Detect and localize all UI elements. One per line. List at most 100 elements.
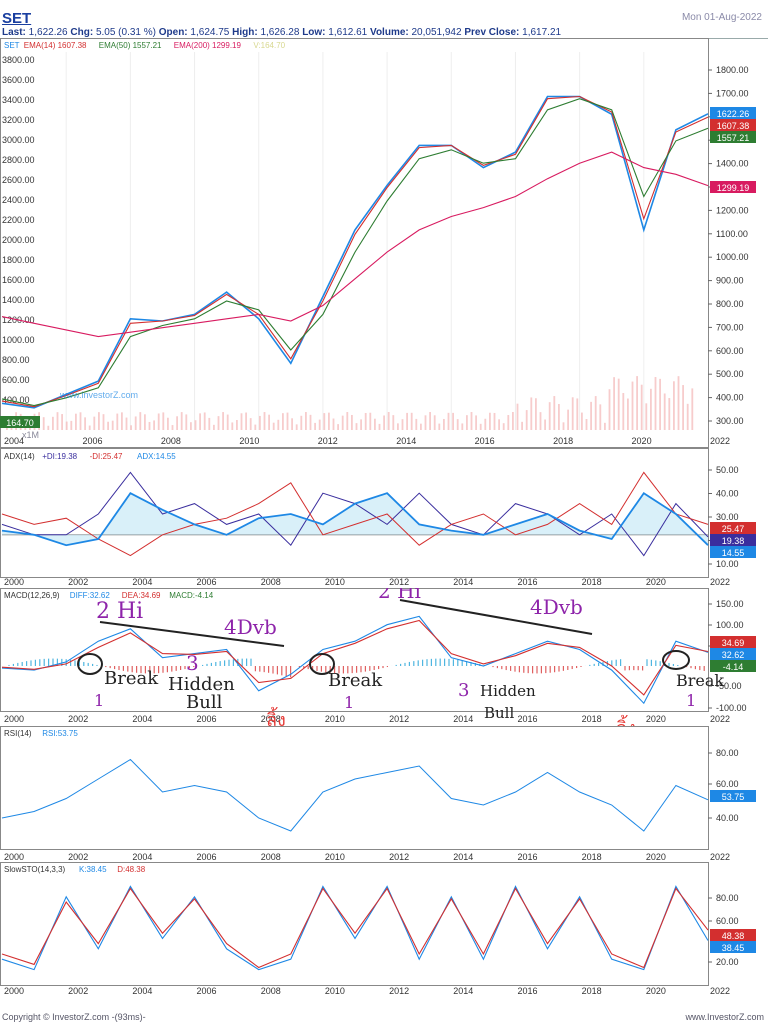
volume-bar	[447, 412, 450, 430]
histogram-bar	[672, 663, 674, 666]
value-badge-label: 19.38	[722, 536, 745, 546]
histogram-bar	[224, 660, 226, 666]
value-badge	[710, 660, 756, 672]
x-tick-label: 2008	[261, 986, 281, 996]
histogram-bar	[83, 661, 85, 666]
histogram-bar	[532, 666, 534, 674]
handwritten-annotation: 3	[458, 680, 469, 701]
histogram-bar	[39, 659, 41, 666]
axis-tick-label: 1000.00	[716, 252, 749, 262]
macd-pane[interactable]: MACD(12,26,9) DIFF:32.62 DEA:34.69 MACD:-4.…	[0, 588, 768, 726]
x-tick-label: 2002	[68, 852, 88, 862]
x-tick-label: 2008	[261, 852, 281, 862]
value-badge-label: 34.69	[722, 638, 745, 648]
volume-bar	[295, 424, 298, 430]
histogram-bar	[360, 666, 362, 673]
series-line-ema-50-	[1, 98, 709, 407]
volume-bar	[153, 420, 155, 430]
volume-bar	[530, 397, 533, 430]
volume-bar	[107, 421, 109, 430]
value-badge-label: 48.38	[722, 931, 745, 941]
pane-frame	[0, 726, 709, 850]
x-tick-label: 2016	[517, 852, 537, 862]
x-tick-label: 2018	[582, 986, 602, 996]
volume-bar	[226, 414, 229, 430]
volume-bar	[498, 419, 500, 430]
legend-item: D:48.38	[117, 865, 146, 874]
x-tick-label: 2016	[517, 986, 537, 996]
histogram-bar	[272, 666, 274, 674]
trend-line	[99, 621, 285, 647]
rsi-pane[interactable]: RSI(14) RSI:53.75 80.00 60.00 40.00 53.75 2000…	[0, 726, 768, 862]
site-link[interactable]: www.InvestorZ.com	[685, 1012, 764, 1022]
volume-bar	[420, 423, 422, 430]
value-badge	[710, 522, 756, 534]
handwritten-annotation: 2 Hi	[378, 588, 421, 603]
volume-bar	[360, 419, 362, 430]
histogram-bar	[598, 662, 600, 666]
histogram-bar	[316, 666, 318, 671]
value-badge-label: 14.55	[722, 548, 745, 558]
value-badge	[710, 107, 756, 119]
volume-bar	[254, 424, 257, 430]
histogram-bar	[118, 666, 120, 671]
stochastic-pane[interactable]: SlowSTO(14,3,3) K:38.45 D:48.38 80.00 60.00 2…	[0, 862, 768, 1012]
price-pane[interactable]: SET EMA(14) 1607.38 EMA(50) 1557.21 EMA(200…	[0, 38, 768, 448]
histogram-bar	[241, 658, 243, 666]
volume-bar	[516, 403, 519, 430]
volume-bar	[645, 403, 648, 430]
volume-bar	[576, 398, 579, 430]
volume-bar	[282, 413, 284, 430]
volume-bar	[75, 413, 77, 430]
handwritten-annotation: Bull	[484, 704, 514, 722]
legend-item: V:164.70	[253, 41, 285, 50]
histogram-bar	[413, 661, 415, 666]
histogram-bar	[518, 666, 520, 673]
histogram-bar	[615, 659, 617, 666]
quote-label: Last:	[2, 27, 29, 38]
volume-bar	[433, 415, 436, 430]
circle-mark	[77, 653, 103, 675]
handwritten-annotation: 1	[94, 691, 104, 710]
volume-bar	[176, 416, 178, 430]
volume-bar	[585, 419, 588, 430]
histogram-bar	[276, 666, 278, 675]
histogram-bar	[677, 665, 679, 666]
symbol-link[interactable]: SET	[2, 10, 32, 27]
axis-tick-label: 150.00	[716, 599, 744, 609]
histogram-bar	[342, 666, 344, 674]
histogram-bar	[382, 666, 384, 669]
quote-value: 1,622.26	[28, 27, 71, 38]
series-line-rsi	[1, 758, 709, 832]
x-tick-label: 2008	[261, 577, 281, 587]
x-tick-label: 2018	[582, 852, 602, 862]
left-badge-label: 164.70	[6, 418, 34, 428]
volume-bar	[116, 413, 119, 430]
volume-bar	[148, 421, 151, 430]
volume-bar	[443, 418, 445, 430]
volume-bar	[249, 418, 252, 430]
quote-value: 5.05 (0.31 %)	[95, 27, 159, 38]
volume-bar	[162, 412, 165, 430]
handwritten-annotation: Hidden	[168, 674, 235, 695]
histogram-bar	[56, 658, 58, 666]
histogram-bar	[250, 658, 252, 666]
histogram-bar	[105, 666, 107, 668]
adx-pane[interactable]: ADX(14) +DI:19.38 -DI:25.47 ADX:14.55 50.00 4…	[0, 448, 768, 588]
histogram-bar	[285, 666, 287, 677]
histogram-bar	[158, 666, 160, 674]
x-tick-label: 2020	[632, 436, 652, 446]
histogram-bar	[514, 666, 516, 672]
left-tick-label: 1800.00	[2, 255, 35, 265]
x-tick-label: 2014	[453, 577, 473, 587]
histogram-bar	[637, 666, 639, 671]
histogram-bar	[426, 659, 428, 666]
volume-bar	[553, 396, 556, 430]
x-tick-label: 2004	[132, 852, 152, 862]
x-tick-label: 2004	[132, 986, 152, 996]
legend-item: DEA:34.69	[122, 591, 161, 600]
histogram-bar	[43, 658, 45, 666]
volume-bar	[691, 388, 694, 430]
x-tick-label: 2020	[646, 714, 666, 724]
legend-item: ADX(14)	[4, 452, 35, 461]
